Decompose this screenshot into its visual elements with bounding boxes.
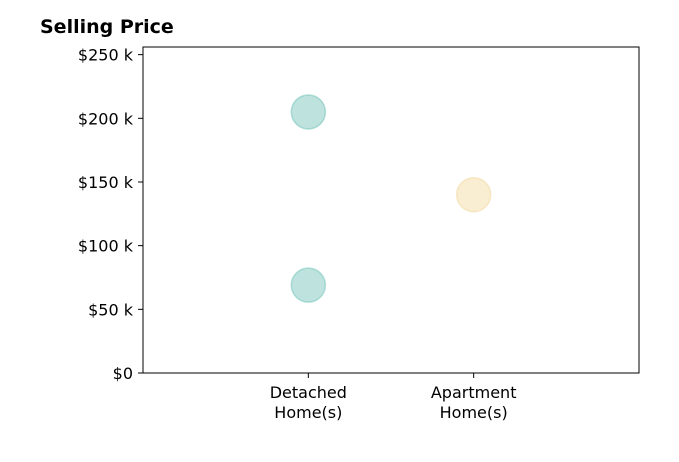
x-tick-label: Detached Home(s) (270, 383, 347, 422)
plot-frame (142, 46, 640, 374)
y-tick-label: $0 (113, 364, 133, 383)
y-tick-label: $200 k (78, 109, 134, 128)
data-point[interactable] (290, 267, 327, 303)
y-tick-label: $50 k (88, 300, 134, 319)
y-tick-label: $150 k (78, 173, 134, 192)
data-points (290, 94, 492, 303)
y-tick-label: $250 k (78, 46, 134, 65)
y-tick-label: $100 k (78, 237, 134, 256)
y-axis: $0 $50 k $100 k $150 k $200 k $250 k (78, 46, 143, 383)
chart-title: Selling Price (40, 16, 174, 38)
data-point[interactable] (455, 176, 492, 213)
x-axis: Detached Home(s) Apartment Home(s) (270, 373, 517, 422)
data-point[interactable] (290, 94, 327, 130)
x-tick-label: Apartment Home(s) (431, 383, 517, 422)
